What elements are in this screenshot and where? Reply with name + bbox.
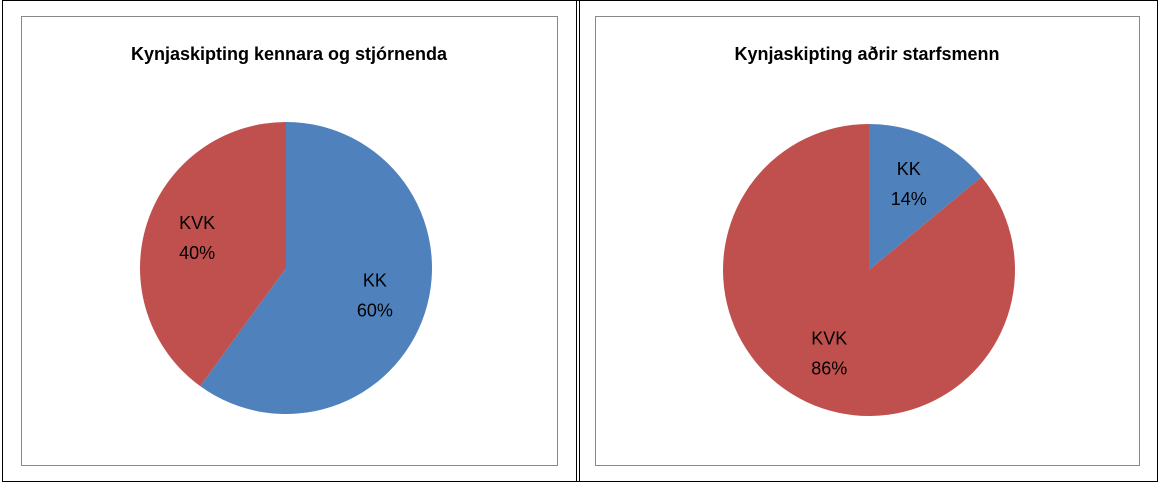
slice-value-label: 60% <box>357 301 393 321</box>
pie-slice <box>139 122 286 387</box>
pie-slice <box>723 124 1015 417</box>
slice-value-label: 40% <box>179 243 215 263</box>
slice-value-label: 86% <box>811 358 847 378</box>
slice-label: KK <box>897 159 921 179</box>
slice-value-label: 14% <box>891 189 927 209</box>
pie-slice <box>869 124 982 270</box>
chart-title: Kynjaskipting kennara og stjórnenda <box>131 44 448 64</box>
slice-label: KVK <box>811 328 847 348</box>
chart-title: Kynjaskipting aðrir starfsmenn <box>734 44 999 64</box>
pie-slice <box>200 122 432 414</box>
slice-label: KVK <box>179 213 215 233</box>
slice-label: KK <box>363 271 387 291</box>
